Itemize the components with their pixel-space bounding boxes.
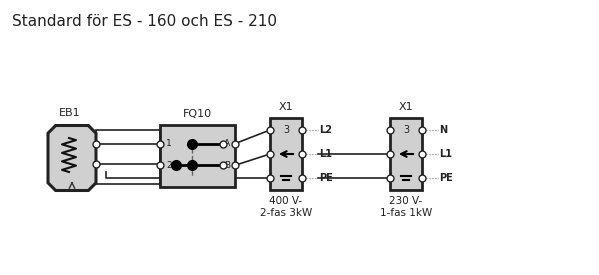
Text: PE: PE: [439, 173, 453, 183]
Text: 1: 1: [166, 139, 172, 148]
Text: L1: L1: [439, 149, 452, 159]
Polygon shape: [48, 125, 96, 191]
Text: 3: 3: [403, 125, 409, 135]
Text: L1: L1: [319, 149, 332, 159]
Bar: [160, 125, 235, 187]
Text: X1: X1: [399, 102, 413, 112]
Text: A: A: [224, 139, 230, 148]
Bar: [96, 130, 160, 184]
Text: B: B: [224, 161, 230, 170]
Bar: [390, 118, 422, 190]
Text: 400 V-: 400 V-: [270, 196, 302, 206]
Text: 2-fas 3kW: 2-fas 3kW: [260, 208, 312, 218]
Text: 2: 2: [166, 161, 172, 170]
Text: 230 V-: 230 V-: [389, 196, 423, 206]
Text: FQ10: FQ10: [183, 109, 212, 119]
Text: Standard för ES - 160 och ES - 210: Standard för ES - 160 och ES - 210: [12, 14, 277, 29]
Bar: [270, 118, 302, 190]
Text: X1: X1: [279, 102, 294, 112]
Text: PE: PE: [319, 173, 333, 183]
Text: 3: 3: [283, 125, 289, 135]
Text: EB1: EB1: [59, 108, 81, 117]
Text: L2: L2: [319, 125, 332, 135]
Text: 1-fas 1kW: 1-fas 1kW: [380, 208, 432, 218]
Text: N: N: [439, 125, 447, 135]
